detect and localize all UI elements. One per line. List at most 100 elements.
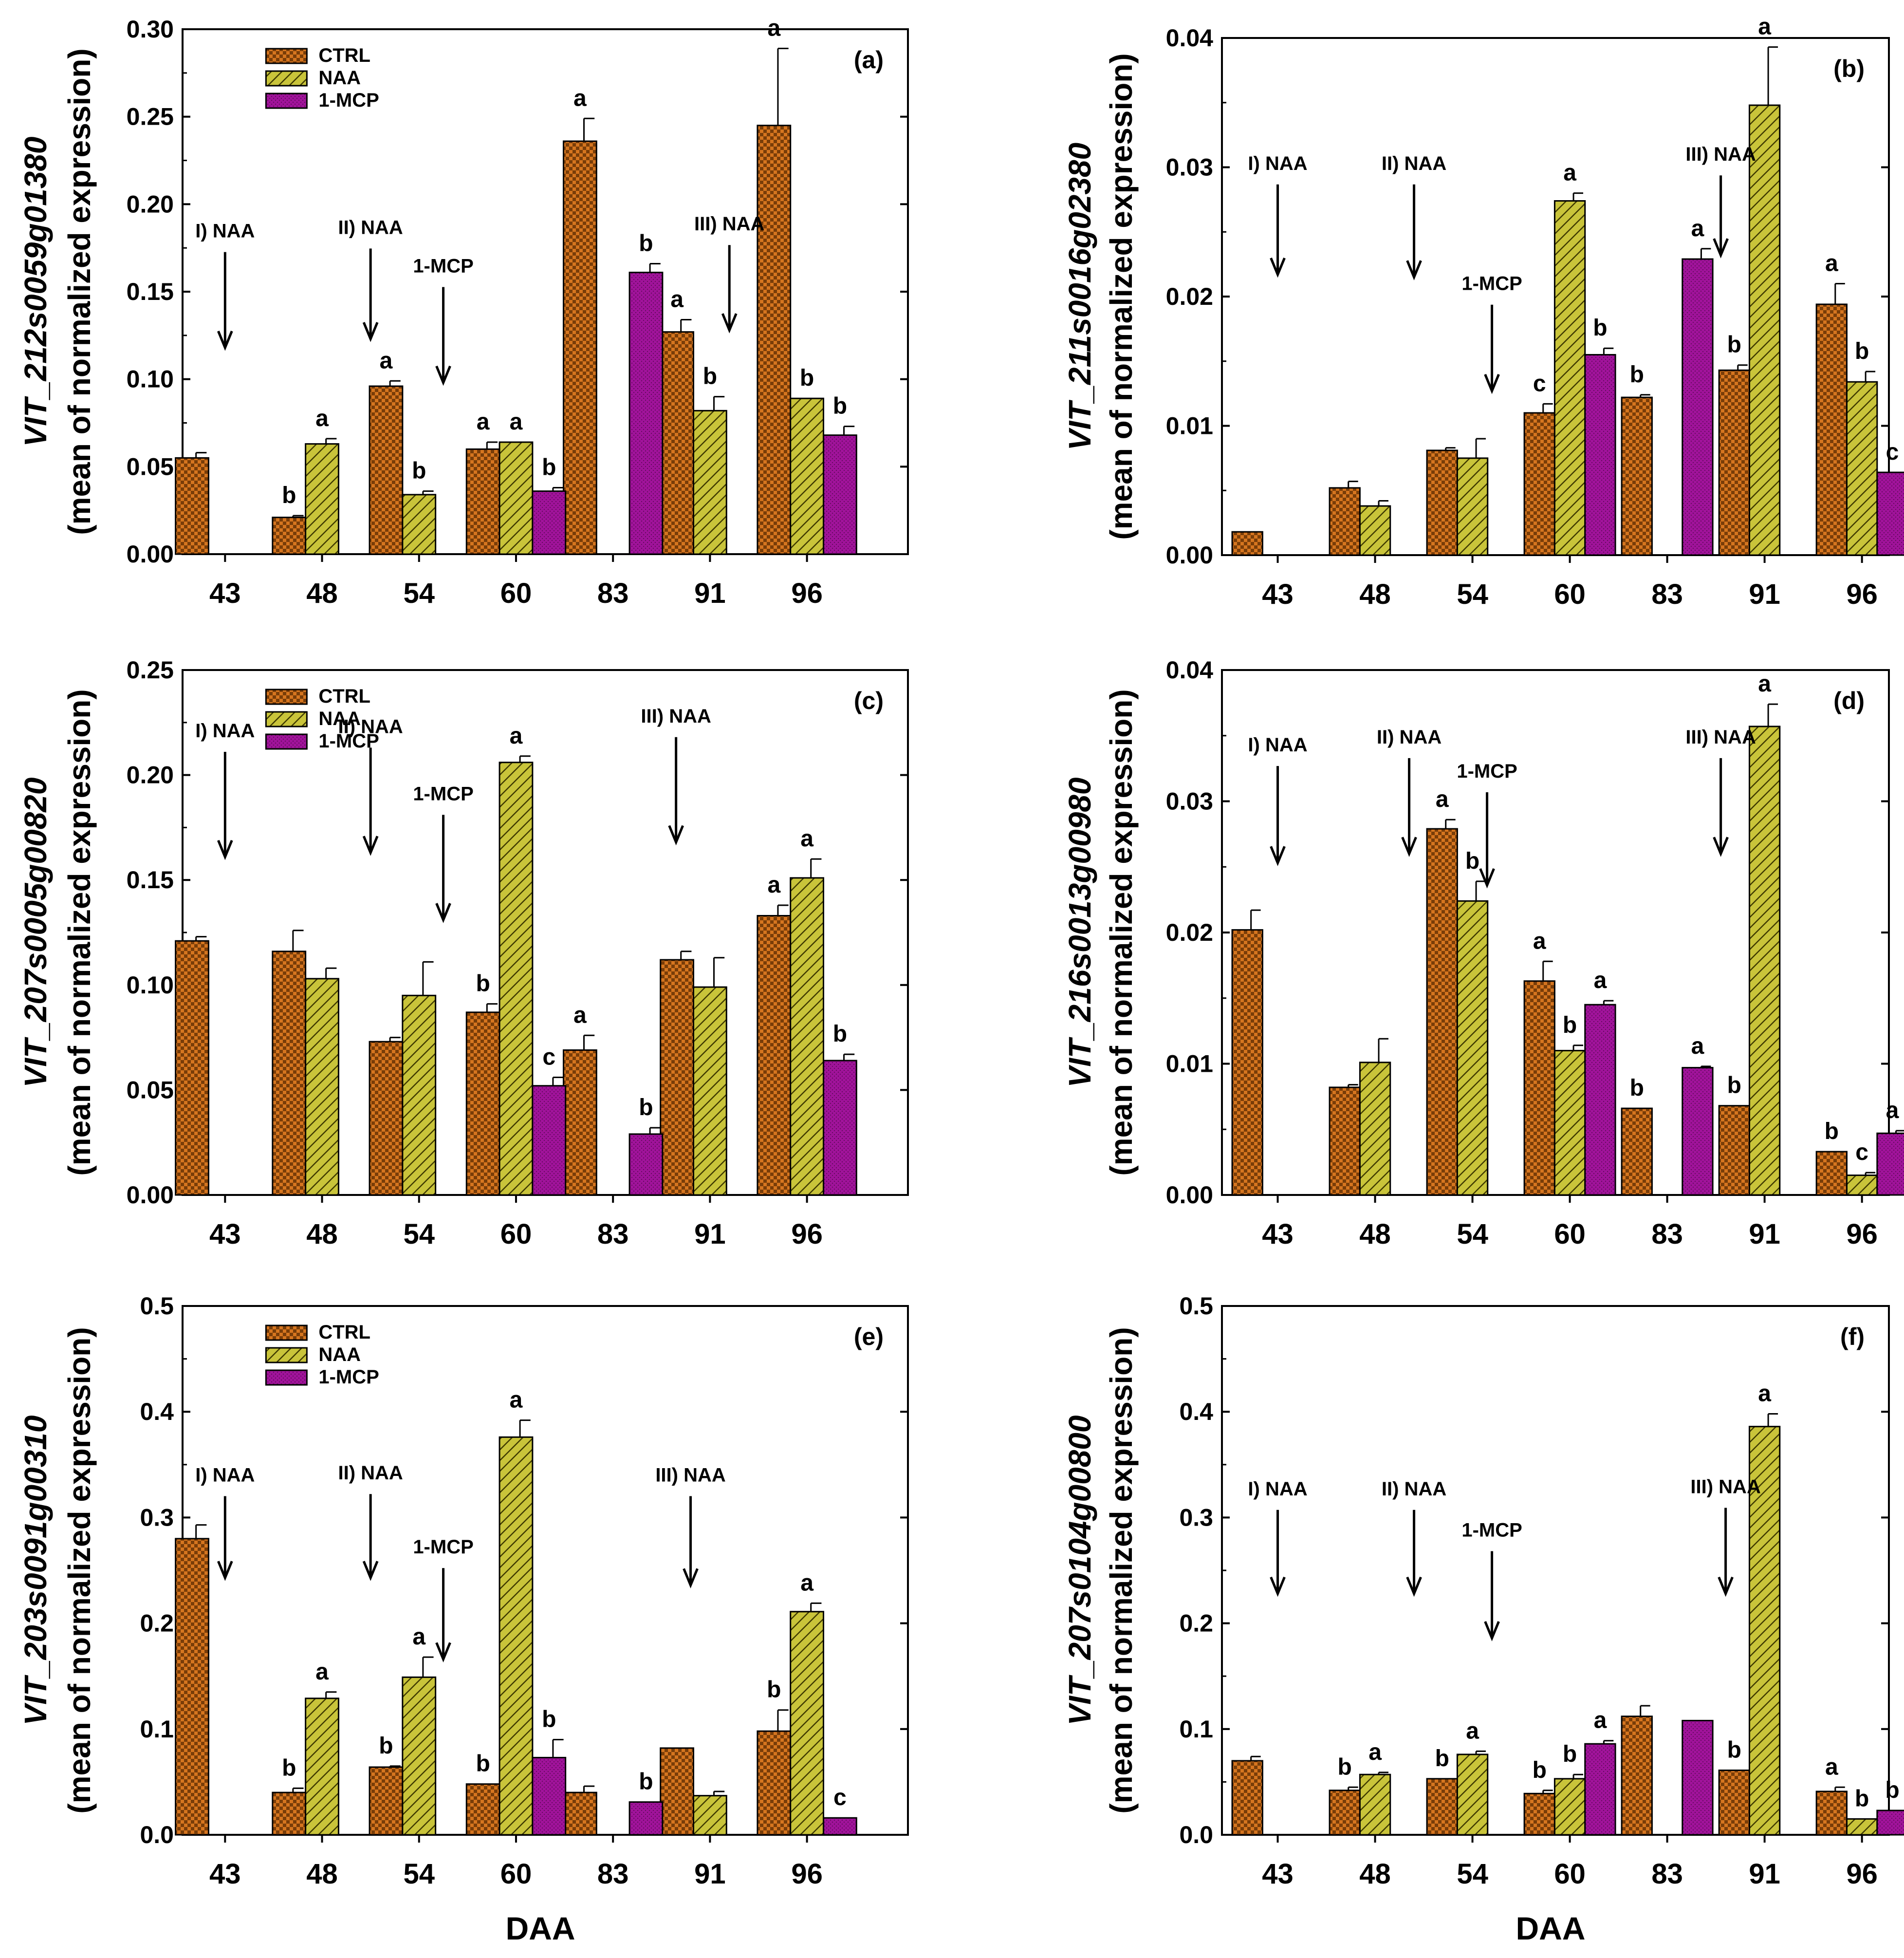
bar-ctrl-43 (175, 457, 209, 555)
treatment-arrow-label: 1-MCP (413, 783, 473, 804)
bar-ctrl-96 (757, 125, 792, 555)
bar-naa-60 (1553, 1050, 1586, 1196)
legend-label: CTRL (318, 686, 370, 707)
panel-label: (a) (854, 46, 884, 74)
bar-naa-54 (1456, 900, 1489, 1196)
bar-ctrl-43 (1231, 1760, 1263, 1836)
arrow-down-icon (1401, 837, 1417, 857)
x-tick-label: 54 (403, 578, 435, 609)
bar-mcp-96 (822, 1060, 857, 1196)
x-tick-label: 83 (1651, 1858, 1683, 1890)
bar-ctrl-54 (369, 1766, 404, 1836)
significance-letter: a (573, 1002, 587, 1028)
y-tick-label: 0.00 (1166, 1181, 1213, 1209)
y-tick-label: 0.20 (127, 190, 174, 218)
arrow-down-icon (1718, 1576, 1734, 1597)
y-tick-label: 0.03 (1166, 788, 1213, 815)
panel-e: 0.0 0.1 0.2 0.3 0.4 0.5 VIT_203s0091g00310 (mea… (18, 1292, 909, 1946)
x-tick-label: 48 (1359, 1218, 1391, 1250)
y-tick-label: 0.00 (127, 541, 174, 568)
legend-swatch-ctrl (265, 48, 308, 64)
bar-ctrl-91 (660, 959, 694, 1196)
x-axis-label: DAA (1516, 1910, 1586, 1946)
arrow-down-icon (1713, 837, 1729, 857)
panel-b: 0.00 0.01 0.02 0.03 0.04 VIT_211s0016g02380 (m… (1062, 14, 1904, 610)
significance-letter: b (639, 1095, 653, 1120)
y-axis-label-sub: (mean of normalized expression) (1104, 1327, 1139, 1813)
x-tick-label: 60 (1554, 1858, 1586, 1890)
panel-c: 0.00 0.05 0.10 0.15 0.20 0.25 VIT_207s0005g008… (18, 656, 909, 1250)
y-tick-label: 0.1 (140, 1716, 174, 1743)
bar-ctrl-83 (562, 140, 597, 555)
significance-letter: a (510, 723, 523, 749)
legend-swatch-naa (265, 1347, 308, 1363)
bar-ctrl-96 (1815, 1151, 1848, 1196)
bar-ctrl-48 (1329, 1086, 1361, 1196)
arrow-down-icon (1484, 373, 1500, 394)
bar-ctrl-91 (1718, 369, 1750, 556)
legend-label: NAA (318, 708, 361, 729)
arrow-down-icon (1270, 1576, 1286, 1597)
bar-naa-60 (499, 441, 534, 555)
bar-naa-91 (692, 986, 727, 1196)
bar-ctrl-43 (1231, 531, 1263, 556)
significance-letter: a (573, 85, 587, 111)
bar-naa-91 (1748, 726, 1781, 1196)
bar-naa-91 (1748, 104, 1781, 556)
bar-ctrl-96 (757, 915, 792, 1196)
bar-mcp-60 (532, 1756, 567, 1836)
x-tick-label: 60 (500, 578, 532, 609)
arrow-down-icon (1479, 868, 1495, 889)
legend-swatch-ctrl (265, 1324, 308, 1341)
x-tick-label: 91 (694, 1218, 726, 1250)
x-tick-label: 91 (694, 578, 726, 609)
bar-ctrl-54 (369, 385, 404, 555)
bar-ctrl-83 (1621, 396, 1653, 556)
bar-ctrl-96 (757, 1730, 792, 1836)
y-axis-label-gene: VIT_203s0091g00310 (18, 1416, 53, 1726)
y-tick-label: 0.25 (127, 103, 174, 131)
legend-swatch-mcp (265, 1369, 308, 1386)
treatment-arrow-label: 1-MCP (413, 1536, 473, 1558)
plot-frame (1221, 1305, 1890, 1836)
legend-label: CTRL (318, 1322, 370, 1343)
significance-letter: b (703, 364, 717, 390)
x-tick-label: 91 (1749, 578, 1780, 610)
significance-letter: b (1338, 1754, 1352, 1780)
arrow-down-icon (1270, 257, 1286, 278)
bar-ctrl-43 (175, 1538, 209, 1836)
significance-letter: b (282, 1755, 296, 1781)
significance-letter: a (1594, 968, 1607, 993)
arrow-down-icon (362, 1561, 379, 1581)
bar-ctrl-83 (1621, 1107, 1653, 1196)
y-tick-label: 0.03 (1166, 154, 1213, 181)
arrow-down-icon (668, 825, 684, 846)
x-tick-label: 48 (306, 1218, 338, 1250)
y-tick-label: 0.02 (1166, 283, 1213, 310)
bar-naa-60 (499, 1436, 534, 1836)
y-tick-label: 0.5 (140, 1292, 174, 1320)
significance-letter: b (412, 458, 426, 484)
bar-mcp-96 (1876, 1809, 1904, 1836)
treatment-arrow-label: II) NAA (1382, 153, 1446, 174)
significance-letter: c (833, 1785, 847, 1810)
bar-ctrl-91 (660, 1747, 694, 1836)
significance-letter: a (1691, 216, 1704, 242)
bar-mcp-60 (1584, 354, 1616, 556)
bar-ctrl-54 (1426, 449, 1458, 556)
arrow-down-icon (1406, 260, 1422, 280)
significance-letter: b (800, 365, 814, 391)
arrow-down-icon (362, 836, 379, 856)
treatment-arrow-label: I) NAA (1248, 153, 1307, 174)
significance-letter: b (1563, 1741, 1577, 1767)
legend-swatch-ctrl (265, 689, 308, 705)
x-tick-label: 96 (1846, 578, 1878, 610)
y-tick-label: 0.30 (127, 16, 174, 43)
y-tick-label: 0.05 (127, 1076, 174, 1103)
bar-naa-54 (1456, 1753, 1489, 1836)
x-tick-label: 43 (209, 1858, 241, 1890)
legend-label: NAA (318, 1344, 361, 1365)
x-tick-label: 43 (209, 1218, 241, 1250)
significance-letter: a (767, 872, 780, 898)
